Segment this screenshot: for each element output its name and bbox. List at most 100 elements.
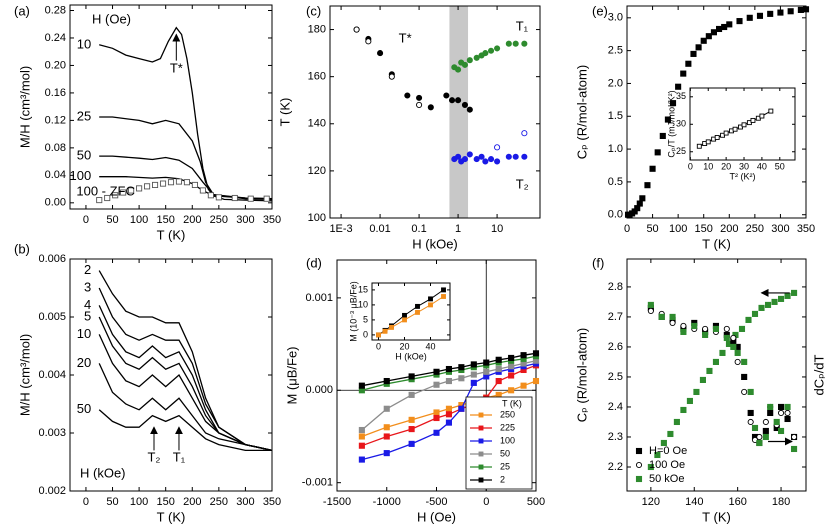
x-tick-label: 30 [739,161,749,171]
data-point [726,21,733,28]
y-tick-label: 0.5 [608,176,623,188]
y-tick-label: 0 [363,329,368,339]
y-tick-label: 0.002 [38,485,66,497]
y-tick-label: 0.005 [38,311,66,323]
y-axis-label: Cₚ/T (mJ/mol/K²) [666,90,676,157]
data-point [787,8,794,15]
data-point [388,73,395,80]
data-point [483,368,490,375]
data-point [455,66,462,73]
data-point [508,363,515,370]
data-point [104,194,111,202]
x-tick-label: 10 [703,161,713,171]
data-point [675,83,682,90]
data-point [428,296,433,302]
data-point [466,151,473,158]
data-point [494,45,501,52]
plot-frame [69,258,273,492]
data-point [736,18,743,25]
data-point [741,373,748,381]
data-point [461,101,468,108]
data-point [714,135,720,140]
data-point [445,377,452,385]
y-tick-label: 25 [676,146,686,156]
data-point [408,391,415,398]
y-tick-label: 15 [358,284,368,294]
data-point [408,416,415,423]
x-tick-label: 1 [455,223,461,235]
x-tick-label: 20 [721,161,731,171]
y-tick-label: 0.28 [45,4,66,16]
data-point [428,302,433,308]
x-tick-label: 100 [130,214,148,226]
data-point [767,409,774,417]
data-point [693,388,700,396]
data-point [732,126,738,132]
data-point [487,47,495,54]
y-tick-label: 10 [358,299,368,309]
data-point [445,405,452,412]
data-point [723,334,730,341]
data-point [756,12,764,19]
series-line [99,26,273,202]
data-point [695,44,702,51]
data-point [383,377,390,385]
curve-label: 10 [77,326,91,341]
data-point [365,38,372,45]
data-point [706,367,713,374]
y-tick-label: 0.16 [45,87,66,99]
data-point [647,463,654,471]
x-tick-label: -1000 [373,496,401,508]
x-tick-label: 10 [491,223,503,235]
data-point [416,94,423,101]
x-tick-label: 0 [376,341,381,351]
y-tick-label: 2.2 [608,461,623,473]
data-point [441,287,446,293]
data-point [383,405,390,412]
data-point [802,6,810,13]
panel-label: (b) [14,241,30,256]
x-tick-label: 300 [771,223,789,235]
panel-label: (c) [306,3,321,18]
data-point [702,331,709,338]
data-point [745,316,752,323]
data-point [690,50,697,57]
data-point [175,178,183,185]
curve-label: 3 [84,279,91,294]
data-point [521,153,528,160]
data-point [768,108,774,114]
data-point [382,328,388,334]
data-point [473,156,480,163]
x-tick-label: 0 [624,223,630,235]
legend-box [465,396,533,490]
data-point [353,26,360,33]
legend-label: 50 [500,448,510,458]
annotation: T₁ [173,449,186,464]
data-point [458,375,465,382]
data-point [767,10,774,17]
legend-marker [478,438,484,444]
data-point [639,195,646,202]
data-point [466,106,473,113]
data-point [750,117,756,123]
data-point [383,433,390,440]
y-tick-label: 0.004 [38,369,66,381]
data-point [721,23,728,31]
y-tick-label: 35 [676,91,686,101]
data-point [470,371,477,378]
x-tick-label: 200 [720,223,738,235]
y-tick-label: 160 [308,71,326,83]
data-point [669,313,676,320]
x-tick-label: 300 [236,496,254,508]
data-point [433,368,440,375]
x-tick-label: 50 [106,496,118,508]
x-axis-label: T (K) [157,227,186,242]
series-line [98,305,273,452]
data-point [738,325,746,332]
y-tick-label: 2.3 [608,431,623,443]
curve-label: 2 [84,262,91,277]
plot-frame [371,282,451,341]
data-point [191,181,198,189]
data-point [773,418,780,426]
